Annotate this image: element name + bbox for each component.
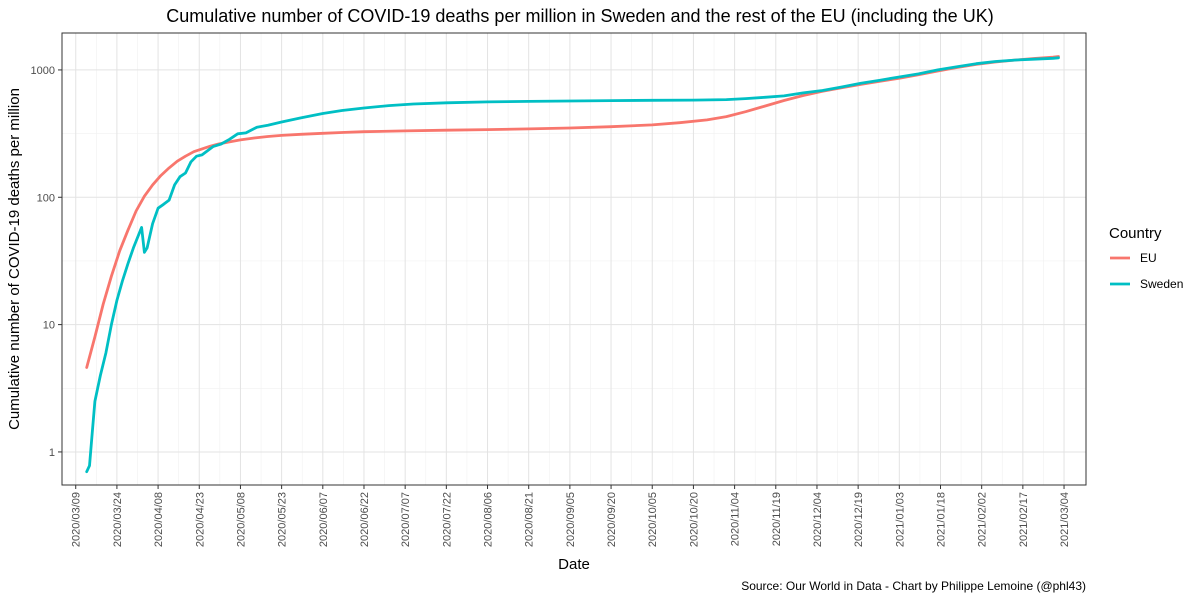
y-axis-title: Cumulative number of COVID-19 deaths per… — [6, 88, 23, 430]
panel-border — [61, 32, 1087, 486]
x-tick-label: 2020/11/19 — [771, 492, 783, 546]
x-tick-label: 2020/06/07 — [318, 492, 330, 547]
x-tick-label: 2020/07/22 — [441, 492, 453, 547]
y-tick-label: 100 — [37, 192, 55, 204]
series-line-sweden — [85, 56, 1060, 474]
x-tick-label: 2020/10/20 — [688, 492, 700, 547]
y-axis: 1 10 100 1000 — [31, 65, 62, 459]
x-tick-label: 2020/09/20 — [606, 492, 618, 547]
x-tick-label: 2021/02/02 — [977, 492, 989, 547]
y-tick-label: 1 — [49, 447, 55, 459]
x-tick-label: 2021/01/18 — [935, 492, 947, 547]
x-tick-label: 2020/06/22 — [359, 492, 371, 547]
grid-layer — [62, 33, 1086, 485]
x-tick-label: 2020/10/05 — [647, 492, 659, 547]
x-tick-label: 2020/05/08 — [235, 492, 247, 547]
x-tick-label: 2020/12/19 — [853, 492, 865, 547]
y-tick-label: 1000 — [31, 65, 55, 77]
plot-panel — [61, 32, 1087, 486]
x-tick-label: 2020/08/21 — [524, 492, 536, 547]
x-tick-label: 2020/12/04 — [812, 492, 824, 547]
x-tick-label: 2020/05/23 — [277, 492, 289, 547]
x-tick-label: 2020/09/05 — [565, 492, 577, 547]
x-tick-label: 2021/02/17 — [1018, 492, 1030, 547]
legend: Country EU Sweden — [1109, 225, 1183, 291]
legend-label-eu: EU — [1140, 251, 1157, 265]
x-tick-label: 2020/04/23 — [194, 492, 206, 547]
x-tick-label: 2021/03/04 — [1059, 492, 1071, 547]
legend-label-sweden: Sweden — [1140, 277, 1183, 291]
chart-caption: Source: Our World in Data - Chart by Phi… — [741, 579, 1086, 593]
x-axis-title: Date — [558, 556, 590, 573]
x-tick-label: 2020/03/24 — [112, 492, 124, 547]
x-tick-label: 2020/07/07 — [400, 492, 412, 547]
x-tick-label: 2020/08/06 — [483, 492, 495, 547]
legend-title: Country — [1109, 225, 1162, 242]
x-tick-label: 2020/11/04 — [730, 492, 742, 546]
x-tick-label: 2021/01/03 — [894, 492, 906, 547]
series-line-eu — [85, 55, 1060, 369]
x-tick-label: 2020/04/08 — [153, 492, 165, 547]
chart-title: Cumulative number of COVID-19 deaths per… — [166, 6, 993, 26]
y-tick-label: 10 — [43, 320, 55, 332]
series-layer — [85, 55, 1060, 474]
x-axis: 2020/03/09 2020/03/24 2020/04/08 2020/04/23… — [71, 485, 1071, 547]
x-tick-label: 2020/03/09 — [71, 492, 83, 547]
